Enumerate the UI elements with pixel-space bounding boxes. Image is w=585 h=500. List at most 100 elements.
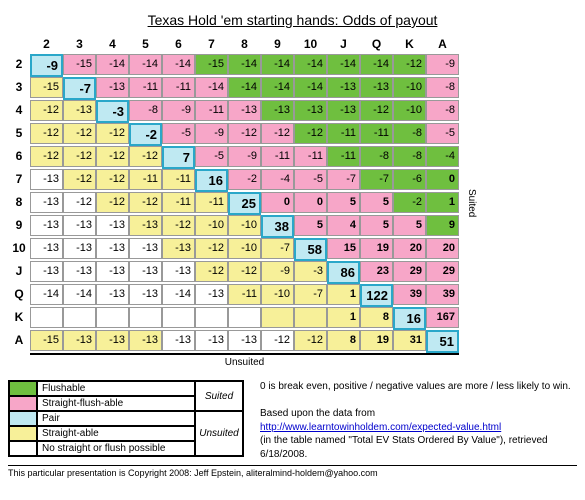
odds-cell: 167 xyxy=(426,307,459,328)
odds-cell: -3 xyxy=(96,100,129,123)
odds-cell: 38 xyxy=(261,215,294,238)
odds-cell: -14 xyxy=(162,54,195,75)
legend-swatch xyxy=(9,441,37,456)
odds-cell: -13 xyxy=(129,284,162,305)
odds-cell: -4 xyxy=(261,169,294,190)
odds-cell: -2 xyxy=(228,169,261,190)
legend-label: No straight or flush possible xyxy=(37,441,195,456)
odds-cell: -10 xyxy=(393,77,426,98)
odds-cell: -5 xyxy=(162,123,195,144)
odds-cell: -9 xyxy=(426,54,459,75)
footer-copyright: This particular presentation is Copyrigh… xyxy=(8,465,577,478)
odds-cell: -13 xyxy=(327,100,360,121)
row-header: 7 xyxy=(8,169,30,192)
odds-cell: -12 xyxy=(96,192,129,213)
odds-cell: -13 xyxy=(30,192,63,213)
odds-cell: -15 xyxy=(63,54,96,75)
col-header: Q xyxy=(360,34,393,54)
odds-cell: -8 xyxy=(393,146,426,167)
odds-cell: 1 xyxy=(327,284,360,305)
odds-cell: -12 xyxy=(63,123,96,144)
odds-cell: -13 xyxy=(30,261,63,282)
legend-swatch xyxy=(9,426,37,441)
odds-cell: -10 xyxy=(228,215,261,236)
odds-cell: -7 xyxy=(63,77,96,100)
odds-cell: -14 xyxy=(228,77,261,98)
odds-cell: -12 xyxy=(195,238,228,259)
odds-cell: 19 xyxy=(360,238,393,259)
odds-cell xyxy=(30,307,63,328)
row-header: A xyxy=(8,330,30,353)
odds-cell: 8 xyxy=(327,330,360,351)
odds-cell: -15 xyxy=(195,54,228,75)
odds-cell: -12 xyxy=(360,100,393,121)
odds-cell: 5 xyxy=(360,192,393,213)
odds-cell: -11 xyxy=(195,100,228,121)
odds-cell: -11 xyxy=(162,169,195,190)
odds-cell: -15 xyxy=(30,330,63,351)
row-header: 6 xyxy=(8,146,30,169)
odds-cell: -13 xyxy=(327,77,360,98)
odds-cell: -12 xyxy=(393,54,426,75)
odds-cell: 8 xyxy=(360,307,393,328)
note-source-detail: (in the table named "Total EV Stats Orde… xyxy=(260,434,577,461)
odds-cell: 23 xyxy=(360,261,393,282)
odds-cell: -12 xyxy=(63,192,96,213)
row-header: 8 xyxy=(8,192,30,215)
odds-cell xyxy=(63,307,96,328)
odds-cell: -7 xyxy=(294,284,327,305)
odds-cell: -14 xyxy=(96,54,129,75)
odds-cell: -14 xyxy=(327,54,360,75)
odds-cell: -13 xyxy=(30,238,63,259)
odds-cell: -13 xyxy=(96,284,129,305)
col-header: J xyxy=(327,34,360,54)
odds-cell: -14 xyxy=(162,284,195,305)
odds-cell: 5 xyxy=(360,215,393,236)
legend-label: Straight-able xyxy=(37,426,195,441)
odds-cell: -14 xyxy=(195,77,228,98)
odds-cell: -10 xyxy=(393,100,426,121)
row-header: 10 xyxy=(8,238,30,261)
legend-label: Flushable xyxy=(37,381,195,396)
legend-swatch xyxy=(9,381,37,396)
odds-cell: -10 xyxy=(228,238,261,259)
odds-cell: 122 xyxy=(360,284,393,307)
odds-cell: 0 xyxy=(294,192,327,213)
odds-cell: -14 xyxy=(261,77,294,98)
odds-cell: -13 xyxy=(30,215,63,236)
col-header: K xyxy=(393,34,426,54)
odds-cell: -12 xyxy=(261,123,294,144)
odds-cell: -2 xyxy=(129,123,162,146)
odds-cell: -12 xyxy=(30,100,63,121)
legend-table: FlushableSuitedStraight-flush-ablePairUn… xyxy=(8,380,244,457)
note-source-intro: Based upon the data from xyxy=(260,407,577,421)
odds-cell: -13 xyxy=(63,261,96,282)
odds-cell: -13 xyxy=(162,261,195,282)
odds-cell: -10 xyxy=(261,284,294,305)
odds-cell: -12 xyxy=(96,169,129,190)
odds-cell: -12 xyxy=(30,123,63,144)
row-header: Q xyxy=(8,284,30,307)
odds-cell: 16 xyxy=(195,169,228,192)
odds-cell: 29 xyxy=(426,261,459,282)
legend-label: Straight-flush-able xyxy=(37,396,195,411)
odds-cell: -9 xyxy=(162,100,195,121)
odds-cell: 39 xyxy=(426,284,459,305)
odds-cell xyxy=(261,307,294,328)
odds-cell: 4 xyxy=(327,215,360,236)
odds-cell: 39 xyxy=(393,284,426,305)
odds-grid: 2345678910JQKA2-9-15-14-14-14-15-14-14-1… xyxy=(8,34,577,370)
odds-cell: 20 xyxy=(393,238,426,259)
odds-cell: -13 xyxy=(96,77,129,98)
row-header: K xyxy=(8,307,30,330)
odds-cell: -6 xyxy=(393,169,426,190)
odds-cell: -14 xyxy=(129,54,162,75)
odds-cell: -13 xyxy=(96,238,129,259)
odds-cell: -12 xyxy=(96,123,129,144)
odds-cell: -13 xyxy=(195,330,228,351)
odds-cell: -13 xyxy=(63,238,96,259)
odds-cell: 86 xyxy=(327,261,360,284)
source-url: http://www.learntowinholdem.com/expected… xyxy=(260,421,577,435)
row-header: J xyxy=(8,261,30,284)
odds-cell: -13 xyxy=(30,169,63,190)
